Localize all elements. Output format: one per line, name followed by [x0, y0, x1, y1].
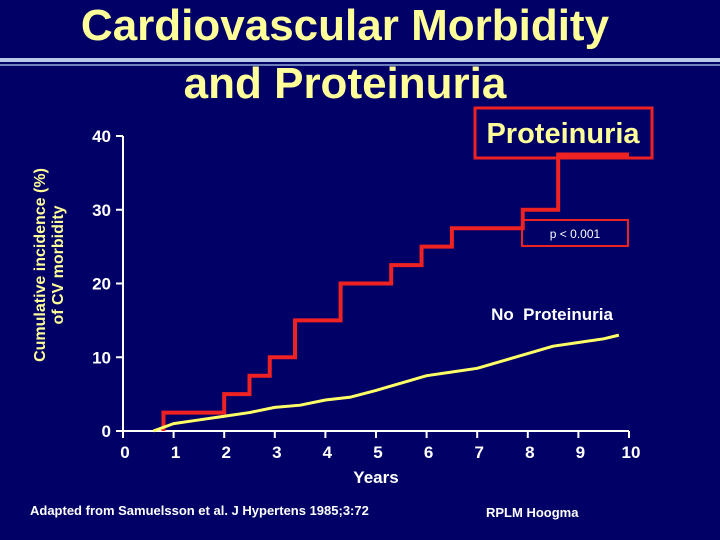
title-divider-bottom: [0, 64, 720, 66]
title-divider-top: [0, 58, 720, 62]
x-tick-label: 7: [474, 443, 483, 462]
x-tick-label: 1: [171, 443, 180, 462]
x-tick-label: 3: [272, 443, 281, 462]
author-footnote: RPLM Hoogma: [486, 505, 579, 520]
x-tick-label: 2: [221, 443, 230, 462]
y-tick-label: 0: [102, 422, 111, 441]
x-tick-label: 9: [576, 443, 585, 462]
x-axis-label: Years: [353, 468, 398, 487]
annotation-pvalue: p < 0.001: [550, 227, 601, 241]
x-tick-label: 0: [120, 443, 129, 462]
x-tick-label: 10: [622, 443, 641, 462]
series-layer: [152, 152, 629, 433]
slide-title-line2: and Proteinuria: [183, 59, 507, 108]
x-tick-label: 6: [424, 443, 433, 462]
x-tick-label: 8: [525, 443, 534, 462]
annotation-box: [521, 219, 629, 247]
source-footnote: Adapted from Samuelsson et al. J Hyperte…: [30, 503, 369, 518]
series-line-no-proteinuria: [152, 333, 620, 433]
x-tick-label: 4: [323, 443, 333, 462]
legend-label-no-proteinuria: No Proteinuria: [491, 305, 613, 324]
legend-label-proteinuria: Proteinuria: [486, 118, 640, 150]
y-tick-label: 10: [92, 348, 111, 367]
axes: 0 10 20 30 40 0 1 2 3 4 5 6 7 8 9 10: [92, 127, 640, 462]
series-line-proteinuria: [161, 152, 629, 431]
slide-title-line1: Cardiovascular Morbidity: [80, 1, 610, 50]
y-tick-label: 20: [92, 275, 111, 294]
y-tick-label: 40: [92, 127, 111, 146]
chart-labels: Years Proteinuria p < 0.001 No Proteinuria: [353, 106, 654, 487]
legend-box-proteinuria: [473, 106, 654, 160]
x-tick-label: 5: [373, 443, 382, 462]
y-tick-label: 30: [92, 201, 111, 220]
